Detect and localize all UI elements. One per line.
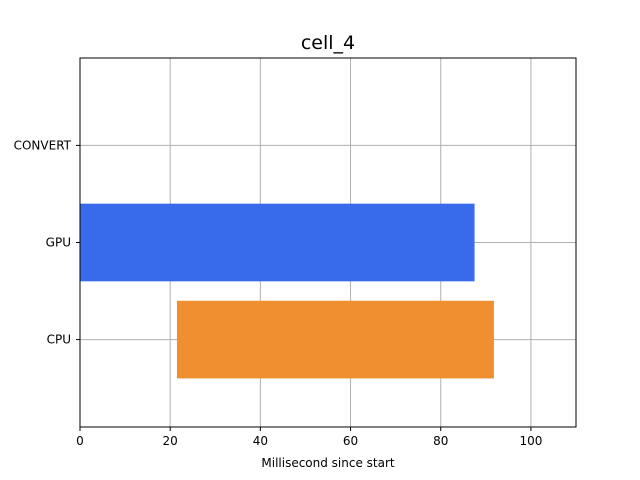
bars (80, 203, 494, 379)
x-tick-label-100: 100 (519, 434, 542, 448)
x-tick-label-40: 40 (253, 434, 268, 448)
y-tick-label-gpu: GPU (46, 236, 71, 250)
x-axis-label: Millisecond since start (261, 456, 395, 470)
x-tick-label-60: 60 (343, 434, 358, 448)
x-tick-label-20: 20 (163, 434, 178, 448)
chart-title: cell_4 (301, 32, 355, 54)
bar-gpu (80, 203, 475, 282)
bar-cpu (176, 300, 494, 379)
x-tick-label-0: 0 (76, 434, 84, 448)
y-tick-label-cpu: CPU (47, 333, 71, 347)
x-axis-ticks: 0 20 40 60 80 100 (76, 427, 542, 448)
x-tick-label-80: 80 (433, 434, 448, 448)
y-axis-ticks: CPU GPU CONVERT (14, 138, 80, 347)
y-tick-label-convert: CONVERT (14, 138, 72, 152)
